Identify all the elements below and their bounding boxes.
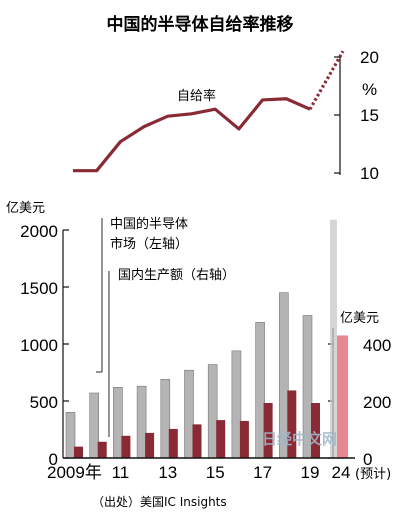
bar-left-tick-label: 2000	[20, 222, 58, 241]
right-axis-unit: 亿美元	[340, 311, 379, 326]
series-label-production: 国内生产额（右轴）	[118, 267, 235, 283]
bar-x-tick-label: 24	[332, 463, 351, 482]
bar-production-2013	[168, 428, 178, 458]
bar-production-2017	[263, 402, 273, 458]
bar-market-2011	[113, 387, 123, 459]
line-chart-title: 中国的半导体自给率推移	[107, 14, 294, 35]
bar-production-2015	[216, 420, 226, 458]
bar-x-tick-label: 17	[253, 463, 272, 482]
series-label-market-line2: 市场（左轴）	[110, 236, 188, 252]
line-y-tick-label: 15	[360, 106, 379, 125]
bar-market-2016	[231, 350, 242, 459]
bar-market-2010	[89, 392, 99, 459]
line-series-projected	[308, 50, 345, 110]
bar-x-tick-label: 13	[158, 463, 177, 482]
bar-market-2009	[65, 412, 76, 459]
bar-left-tick-label: 1500	[20, 279, 58, 298]
bar-x-tick-label: 11	[112, 463, 130, 482]
bar-x-tick-label: 2009年	[47, 463, 102, 482]
market-bar-chart: 0 500 1000 1500 2000 0 200 400 2009年 11 13 15 17 19 24…	[20, 216, 391, 482]
bar-production-2010	[97, 441, 107, 458]
bar-production-2011	[121, 435, 131, 458]
line-series-label: 自给率	[177, 88, 216, 104]
bar-x-tick-label: 19	[301, 463, 320, 482]
projection-note: (预计)	[355, 467, 391, 482]
bar-production-2016	[239, 420, 249, 458]
series-label-market: 中国的半导体	[110, 216, 188, 232]
source-note: （出处）美国IC Insights	[92, 495, 227, 509]
bar-left-tick-label: 1000	[20, 336, 58, 355]
bar-production-2009	[74, 446, 83, 458]
line-series-actual	[73, 97, 311, 173]
left-axis-unit: 亿美元	[6, 201, 45, 216]
bar-production-2018	[287, 390, 297, 458]
self-sufficiency-line-chart: 10 15 20	[72, 48, 379, 183]
bar-production-2012	[145, 432, 155, 458]
bar-market-2013	[160, 379, 171, 459]
bar-right-tick-label: 400	[363, 336, 391, 355]
watermark: 日经中文网	[262, 430, 337, 448]
bar-production-2014	[192, 424, 202, 458]
bar-left-tick-label: 500	[30, 393, 58, 412]
bar-x-tick-label: 15	[206, 463, 225, 482]
line-y-tick-label: 20	[360, 48, 379, 67]
bar-production-2019	[311, 402, 320, 458]
bar-market-2014	[184, 369, 194, 459]
bar-production-2024	[337, 335, 348, 458]
bar-left-tick-label: 0	[49, 450, 58, 469]
bar-market-2012	[136, 385, 147, 459]
bar-market-2024	[330, 219, 337, 458]
bar-right-tick-label: 0	[363, 450, 372, 469]
bar-right-tick-label: 200	[363, 393, 391, 412]
bar-market-2015	[207, 364, 218, 459]
line-y-tick-label: 10	[360, 164, 379, 183]
line-unit-label: %	[362, 80, 377, 99]
